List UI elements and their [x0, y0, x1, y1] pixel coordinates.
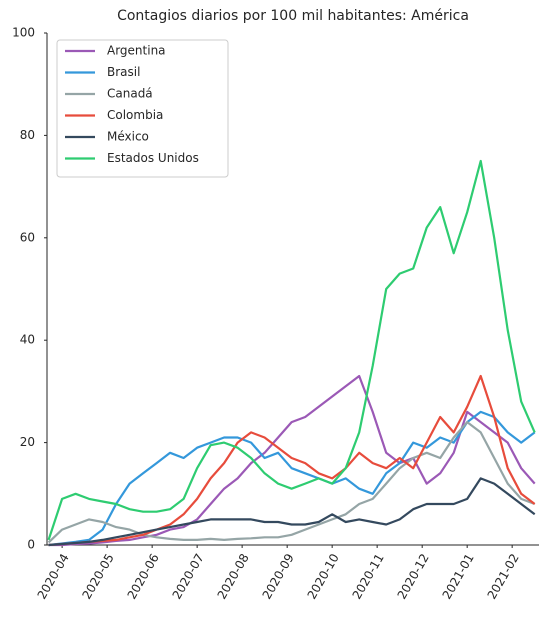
y-tick-label: 80 [20, 128, 35, 142]
y-tick-label: 60 [20, 230, 35, 244]
x-tick-label: 2020-10 [305, 551, 342, 601]
line-series [48, 410, 536, 547]
legend-label: Colombia [107, 108, 163, 122]
x-tick-label: 2020-04 [35, 551, 72, 601]
line-series [48, 374, 536, 547]
legend-label: México [107, 130, 149, 144]
legend-label: Estados Unidos [107, 151, 199, 165]
legend-label: Canadá [107, 87, 153, 101]
x-tick-label: 2020-06 [125, 551, 162, 601]
y-tick-label: 40 [20, 333, 35, 347]
legend-label: Argentina [107, 44, 166, 58]
x-tick-label: 2020-12 [395, 551, 432, 601]
x-tick-label: 2021-01 [440, 551, 477, 601]
x-tick-label: 2020-08 [215, 551, 252, 601]
line-series [47, 421, 536, 544]
legend-box [56, 39, 229, 178]
line-series [47, 159, 536, 541]
line-series [48, 374, 536, 547]
x-tick-label: 2021-02 [485, 551, 522, 601]
x-tick-label: 2020-09 [260, 551, 297, 601]
y-tick-label: 100 [12, 26, 35, 40]
x-tick-label: 2020-07 [170, 551, 207, 601]
x-tick-label: 2020-11 [350, 551, 387, 601]
y-tick-label: 0 [27, 538, 35, 552]
line-series [48, 477, 536, 547]
chart-title: Contagios diarios por 100 mil habitantes… [117, 8, 469, 24]
legend-label: Brasil [107, 65, 140, 79]
x-tick-label: 2020-05 [80, 551, 117, 601]
y-tick-label: 20 [20, 435, 35, 449]
